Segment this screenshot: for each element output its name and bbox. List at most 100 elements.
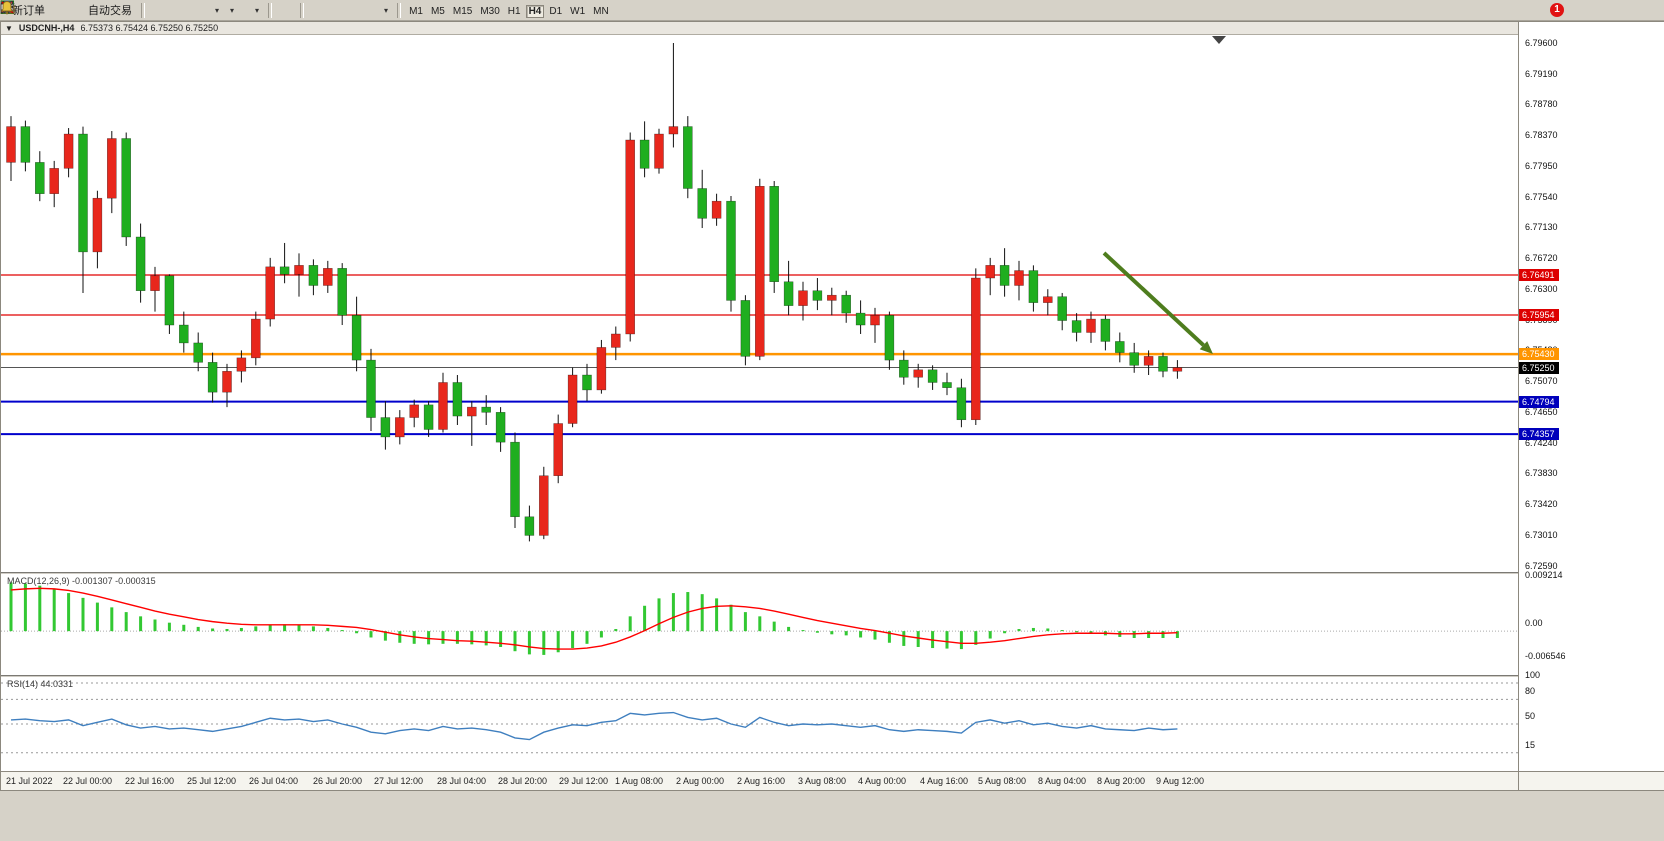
time-axis-label: 9 Aug 12:00	[1156, 776, 1205, 786]
price-tick: 6.78370	[1525, 129, 1558, 140]
price-tick: 80	[1525, 686, 1536, 697]
channel-tool-icon[interactable]	[0, 0, 348, 20]
price-tick: 15	[1525, 739, 1536, 750]
price-tick: 100	[1525, 670, 1541, 680]
cursor-icon[interactable]	[3, 0, 286, 20]
new-chart-dropdown[interactable]: ▾	[0, 0, 224, 20]
time-axis-label: 5 Aug 08:00	[978, 776, 1027, 786]
price-tick: 6.76300	[1525, 284, 1558, 295]
timeframe-button-m30[interactable]: M30	[480, 5, 500, 17]
fibonacci-tool-icon[interactable]	[1, 0, 358, 20]
time-axis-label: 4 Aug 00:00	[858, 776, 907, 786]
clock-icon[interactable]	[0, 0, 249, 20]
autotrade-label: 自动交易	[88, 5, 132, 17]
price-tick: 6.74240	[1525, 437, 1558, 448]
timeframe-button-w1[interactable]: W1	[570, 5, 586, 17]
time-axis-label: 29 Jul 12:00	[559, 776, 609, 786]
timeframe-group: M1 M5 M15 M30 H1 H4 D1 W1 MN	[405, 1, 613, 20]
chart-menu-icon[interactable]: ▼	[5, 23, 13, 33]
timeframe-button-d1[interactable]: D1	[549, 5, 563, 17]
macd-label: MACD(12,26,9) -0.001307 -0.000315	[7, 576, 156, 586]
price-tick: 6.78780	[1525, 99, 1558, 110]
market-watch-icon[interactable]	[0, 0, 60, 20]
timeframe-button-m15[interactable]: M15	[452, 5, 473, 17]
zoom-out-icon[interactable]	[1, 0, 199, 20]
arrows-tool-dropdown[interactable]: ▾	[1, 0, 393, 20]
price-tick: 6.79600	[1525, 38, 1558, 48]
horizontal-line-tool-icon[interactable]	[1, 0, 328, 20]
time-axis-label: 28 Jul 20:00	[498, 776, 548, 786]
profiles-dropdown[interactable]: ▾	[0, 0, 239, 20]
time-axis-label: 28 Jul 04:00	[437, 776, 487, 786]
axis-corner	[1518, 771, 1664, 792]
price-tick: 6.77950	[1525, 161, 1558, 172]
price-tick: -0.006546	[1525, 651, 1566, 661]
rsi-panel[interactable]: RSI(14) 44.0331	[1, 675, 1518, 773]
price-tick: 6.77540	[1525, 191, 1558, 202]
time-axis-label: 26 Jul 04:00	[249, 776, 299, 786]
trendline-tool-icon[interactable]	[1, 0, 338, 20]
time-axis-label: 2 Aug 16:00	[737, 776, 786, 786]
zoom-in-icon[interactable]	[1, 0, 189, 20]
timeframe-button-m1[interactable]: M1	[409, 5, 423, 17]
navigator-icon[interactable]	[0, 0, 80, 20]
label-tool-icon[interactable]	[0, 0, 378, 20]
chart-title-bar: ▼ USDCNH-,H4 6.75373 6.75424 6.75250 6.7…	[1, 22, 1663, 35]
chevron-down-icon: ▾	[384, 5, 389, 15]
autotrade-button[interactable]: 自动交易	[1, 0, 137, 20]
main-toolbar: 新订单 自动交易	[0, 0, 1664, 21]
price-tick: 6.75070	[1525, 375, 1558, 386]
window-bottom-area	[0, 790, 1664, 841]
price-tick: 6.73420	[1525, 499, 1558, 510]
chart-candles-icon[interactable]	[2, 0, 169, 20]
tile-windows-icon[interactable]	[0, 0, 209, 20]
price-tick: 6.77130	[1525, 222, 1558, 233]
chart-window: ▼ USDCNH-,H4 6.75373 6.75424 6.75250 6.7…	[0, 21, 1664, 792]
toolbar-separator	[141, 2, 145, 18]
price-axis[interactable]: 6.79600 6.79190 6.78780 6.78370 6.77950 6.775…	[1518, 22, 1664, 771]
time-axis-label: 8 Aug 20:00	[1097, 776, 1146, 786]
chart-bars-icon[interactable]	[1, 0, 159, 20]
time-axis-label: 2 Aug 00:00	[676, 776, 725, 786]
time-axis[interactable]: 21 Jul 2022 22 Jul 00:00 22 Jul 16:00 25 Ju…	[1, 771, 1518, 792]
price-chart[interactable]	[1, 35, 1518, 572]
timeframe-button-h1[interactable]: H1	[507, 5, 521, 17]
toolbar-separator	[268, 2, 273, 18]
timeframe-button-mn[interactable]: MN	[593, 5, 609, 17]
timeframe-button-h4[interactable]: H4	[525, 4, 545, 18]
price-tick: 6.79190	[1525, 68, 1558, 79]
time-axis-label: 22 Jul 16:00	[125, 776, 175, 786]
price-line-label: 6.75954	[1519, 309, 1559, 322]
price-line-label: 6.74794	[1519, 395, 1559, 408]
toolbar-separator	[300, 2, 305, 18]
chart-ohlc-values: 6.75373 6.75424 6.75250 6.75250	[80, 23, 219, 33]
price-tick: 6.76720	[1525, 252, 1558, 263]
crosshair-icon[interactable]	[1, 0, 296, 20]
price-tick: 50	[1525, 711, 1536, 721]
new-order-label: 新订单	[12, 5, 45, 17]
time-axis-label: 8 Aug 04:00	[1038, 776, 1087, 786]
time-axis-label: 26 Jul 20:00	[313, 776, 363, 786]
time-axis-label: 1 Aug 08:00	[615, 776, 664, 786]
vertical-line-tool-icon[interactable]	[6, 0, 318, 20]
notification-badge[interactable]: 1	[1550, 3, 1564, 17]
time-axis-label: 21 Jul 2022	[6, 776, 53, 786]
price-tick: 0.009214	[1525, 570, 1563, 580]
price-tick: 6.73010	[1525, 529, 1558, 540]
price-tick: 6.73830	[1525, 468, 1558, 479]
snapshot-dropdown[interactable]: ▾	[0, 0, 264, 20]
rsi-label: RSI(14) 44.0331	[7, 679, 74, 689]
price-tick: 0.00	[1525, 618, 1543, 629]
price-line-label: 6.76491	[1519, 268, 1559, 281]
text-tool-icon[interactable]: A	[3, 0, 368, 20]
price-line-label: 6.75430	[1519, 348, 1559, 361]
chart-line-icon[interactable]	[0, 0, 179, 20]
time-axis-label: 27 Jul 12:00	[374, 776, 424, 786]
chevron-down-icon: ▾	[255, 5, 260, 15]
time-axis-label: 3 Aug 08:00	[798, 776, 847, 786]
timeframe-button-m5[interactable]: M5	[430, 5, 445, 17]
data-window-icon[interactable]	[0, 0, 70, 20]
toolbar-right-group: 1	[0, 0, 1564, 17]
macd-panel[interactable]: MACD(12,26,9) -0.001307 -0.000315	[1, 572, 1518, 675]
